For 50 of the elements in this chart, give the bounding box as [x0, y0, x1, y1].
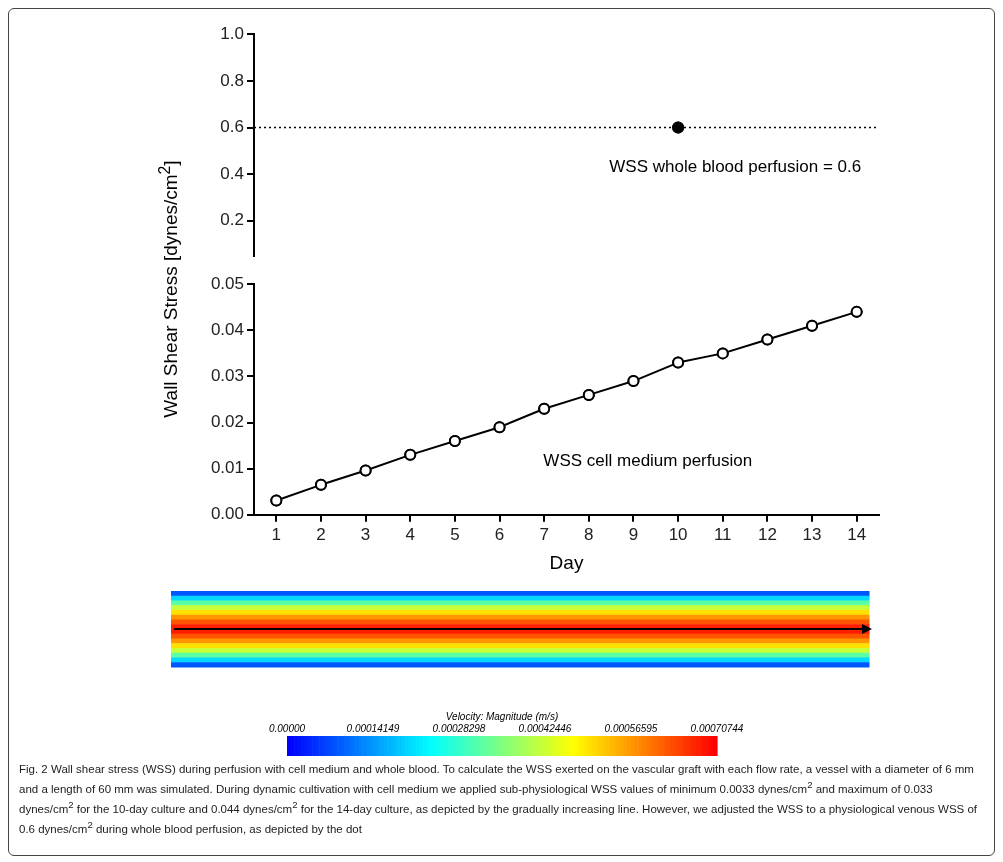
y-tick-label: 0.8 [220, 70, 244, 90]
color-bar-label: 0.00028298 [432, 723, 486, 734]
y-tick-label: 0.00 [210, 504, 244, 524]
y-tick-label: 0.05 [210, 273, 244, 293]
annotation: WSS whole blood perfusion = 0.6 [609, 156, 862, 176]
x-tick-label: 5 [450, 524, 460, 544]
x-axis-title: Day [549, 551, 584, 573]
x-tick-label: 7 [539, 524, 549, 544]
color-bar-label: 0.00042446 [518, 723, 572, 734]
point [314, 478, 327, 491]
x-tick-label: 3 [360, 524, 371, 544]
point [627, 375, 640, 388]
x-tick-label: 11 [713, 524, 732, 544]
color-bar-label: 0.00070744 [690, 723, 744, 734]
x-tick-label: 1 [271, 524, 282, 544]
color-bar-label: 0.00056595 [604, 723, 658, 734]
point [850, 305, 863, 318]
y-tick-label: 0.03 [210, 366, 244, 386]
y-tick-label: 0.02 [210, 412, 244, 432]
point [493, 421, 506, 434]
point [716, 347, 729, 360]
y-tick-label: 0.01 [210, 458, 244, 478]
color-bar-label: 0.00000 [268, 723, 306, 734]
point [582, 388, 595, 401]
x-tick-label: 4 [405, 524, 415, 544]
x-tick-label: 6 [494, 524, 505, 544]
color-bar-title: Velocity: Magnitude (m/s) [445, 711, 559, 722]
y-tick-label: 0.2 [220, 210, 244, 230]
point [538, 402, 551, 415]
text: Fig. 2 Wall shear stress (WSS) during perfusion with cell medium and whole blood. To calculate the WSS exerted on the vascular graft with each flow rate, a vessel with a diameter of 6 mm and a length of 60 mm was simulated. During dynamic cultivation with cell medium we applied sub-physiological WSS values of minimum 0.0033 dynes/cm$^{2}$ and maximum of 0.033 dynes/cm$^{2}$ for the 10-day culture and 0.044 dynes/cm$^{2}$ for the 14-day culture, as depicted by the gradually increasing line. However, we adjusted the WSS to a physiological venous WSS of 0.6 dynes/cm$^{2}$ during whole blood perfusion, as depicted by the dot [19, 763, 978, 835]
x-tick-label: 2 [316, 524, 326, 544]
y-tick-label: 0.04 [210, 320, 244, 340]
x-tick-label: 12 [757, 524, 777, 544]
point [806, 319, 819, 332]
point [761, 333, 774, 346]
point [404, 448, 417, 461]
point [448, 435, 461, 448]
point [672, 356, 685, 369]
x-tick-label: 14 [847, 524, 867, 544]
x-tick-label: 13 [802, 524, 822, 544]
y-tick-label: 0.4 [220, 163, 244, 183]
point [359, 464, 372, 477]
x-tick-label: 8 [584, 524, 594, 544]
x-tick-label: 9 [628, 524, 639, 544]
x-tick-label: 10 [668, 524, 688, 544]
y-tick-label: 0.6 [220, 117, 244, 137]
point [270, 494, 283, 507]
y-tick-label: 1.0 [220, 23, 244, 43]
color-bar-label: 0.00014149 [346, 723, 400, 734]
annotation: WSS cell medium perfusion [543, 451, 753, 471]
